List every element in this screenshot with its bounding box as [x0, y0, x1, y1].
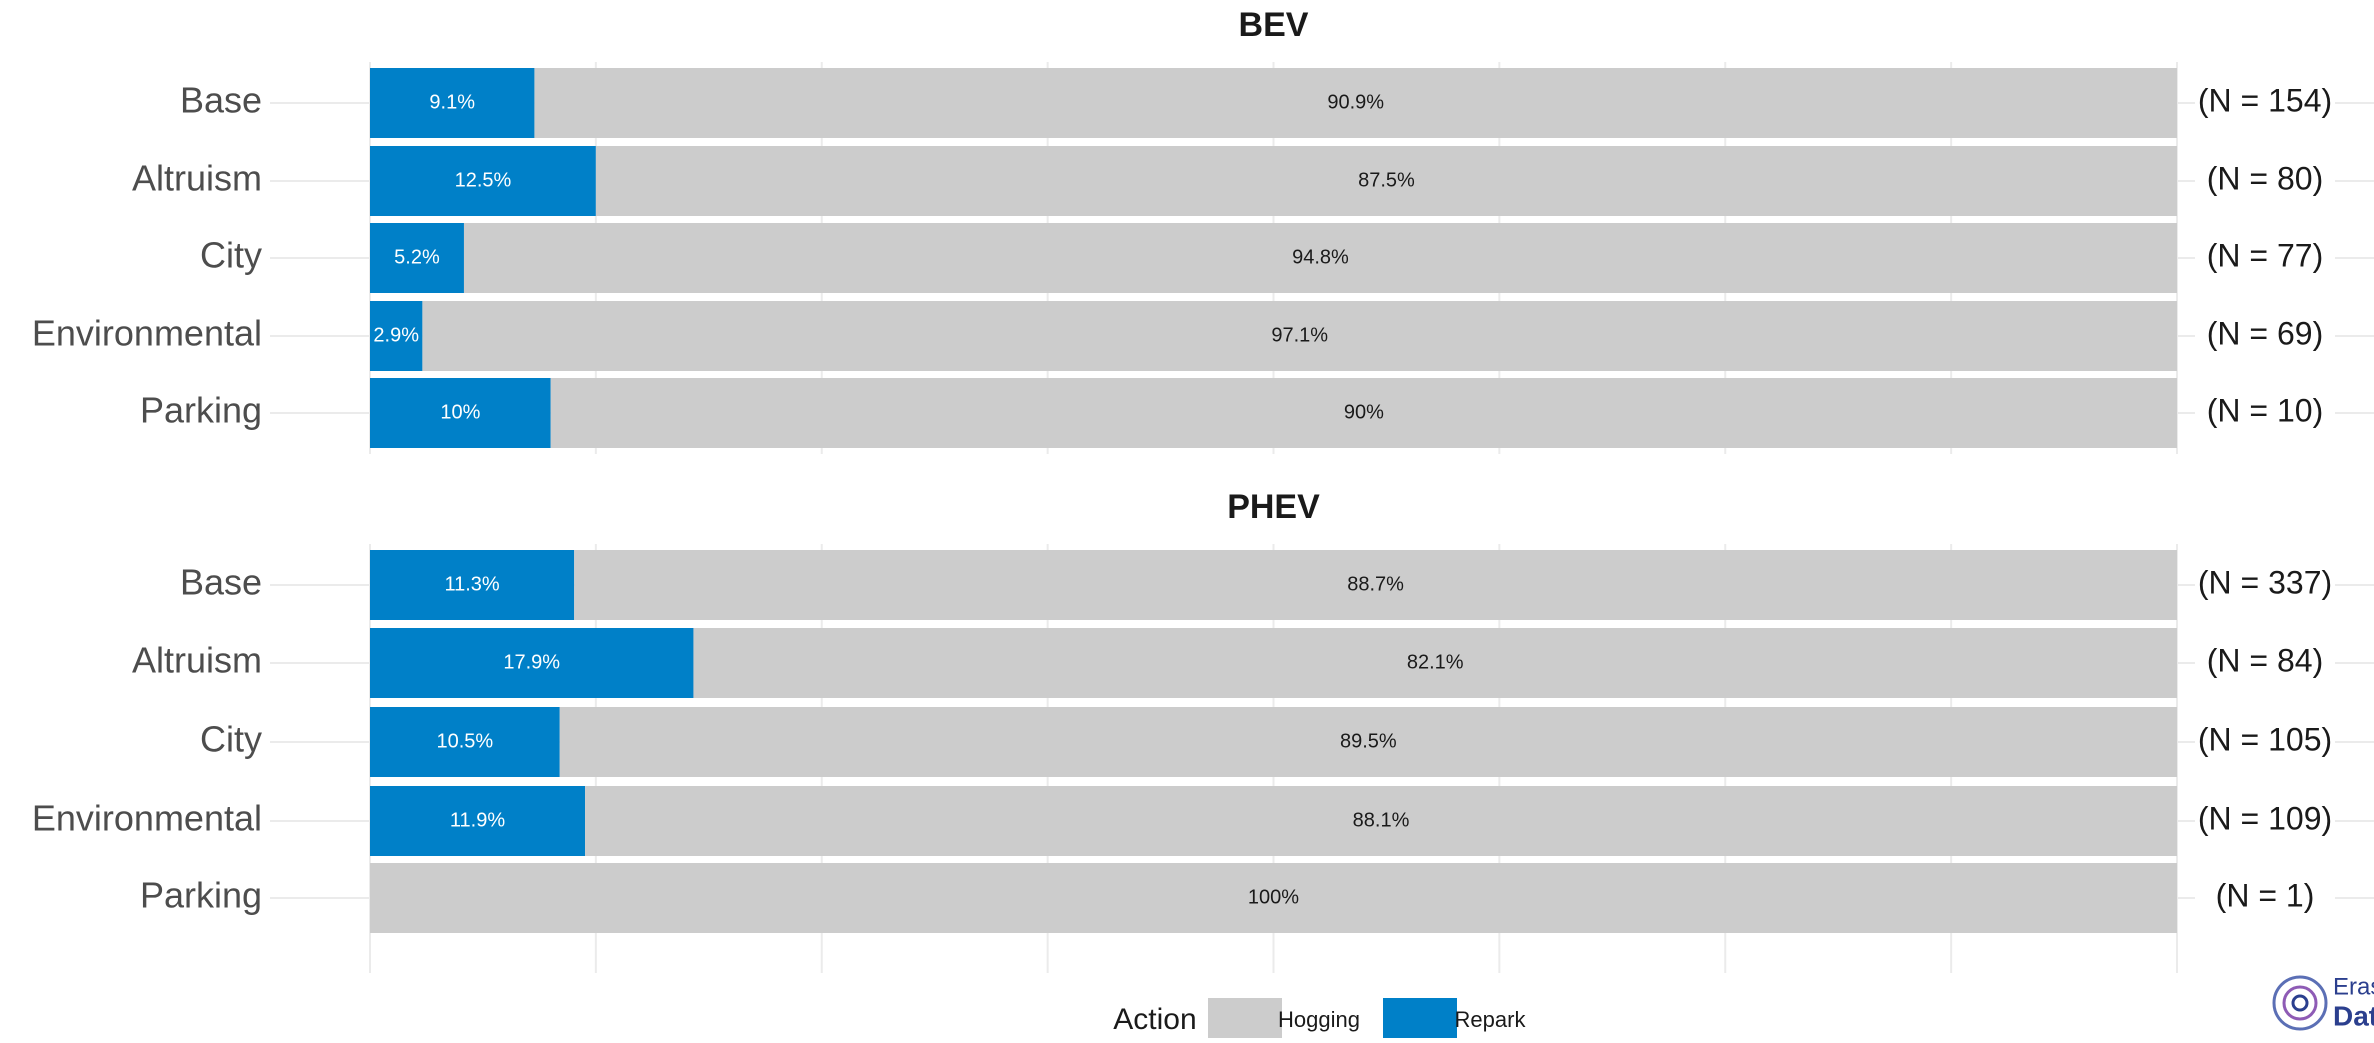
bar-segment: [693, 628, 2177, 698]
data-label: 88.1%: [1353, 809, 1410, 831]
y-tick-label: Base: [180, 80, 262, 121]
data-label: 10.5%: [437, 730, 494, 752]
bar-segment: [370, 146, 596, 216]
n-label-bg: [2195, 722, 2335, 762]
data-label: 11.3%: [444, 573, 499, 595]
facet: PHEV Base 11.3% 88.7% (N = 337) Altruism 17.9%…: [32, 488, 2374, 973]
y-tick-label: Parking: [140, 390, 262, 431]
y-tick-label: City: [200, 719, 262, 760]
n-label-bg: [2195, 316, 2335, 356]
n-label-bg: [2195, 393, 2335, 433]
data-label: 9.1%: [429, 91, 475, 113]
bar-segment: [370, 628, 694, 698]
bar-segment: [422, 301, 2177, 371]
data-label: 100%: [1248, 886, 1299, 908]
n-label: (N = 337): [2198, 564, 2332, 600]
y-tick-label: Altruism: [132, 158, 262, 199]
n-label-bg: [2195, 161, 2335, 201]
n-label-bg: [2195, 878, 2335, 918]
y-tick-label: Environmental: [32, 313, 262, 354]
data-label: 82.1%: [1407, 651, 1464, 673]
n-label-bg: [2195, 238, 2335, 278]
bar-segment: [370, 68, 535, 138]
y-tick-label: Base: [180, 562, 262, 603]
facet-title: PHEV: [1227, 488, 1320, 526]
n-label-bg: [2195, 83, 2335, 123]
n-label: (N = 105): [2198, 721, 2332, 757]
facet-title: BEV: [1239, 6, 1309, 44]
logo-text: Erasm: [2333, 973, 2374, 1000]
y-tick-label: City: [200, 235, 262, 276]
logo-ring: [2272, 975, 2328, 1031]
data-label: 2.9%: [373, 324, 419, 346]
n-label: (N = 84): [2207, 642, 2323, 678]
bar-segment: [550, 378, 2178, 448]
n-label: (N = 109): [2198, 800, 2332, 836]
bar-segment: [585, 786, 2178, 856]
n-label-bg: [2195, 801, 2335, 841]
data-label: 17.9%: [503, 651, 560, 673]
bar-segment: [370, 223, 464, 293]
n-label-bg: [2195, 643, 2335, 683]
bar-segment: [370, 378, 551, 448]
data-label: 94.8%: [1292, 246, 1349, 268]
bar-segment: [463, 223, 2177, 293]
n-label: (N = 154): [2198, 82, 2332, 118]
logo-ring: [2282, 985, 2318, 1021]
n-label-bg: [2195, 565, 2335, 605]
data-label: 87.5%: [1358, 169, 1415, 191]
bar-segment: [370, 550, 575, 620]
bar-segment: [370, 786, 586, 856]
bar-segment: [574, 550, 2178, 620]
data-label: 89.5%: [1340, 730, 1397, 752]
facet: BEV Base 9.1% 90.9% (N = 154) Altruism 12.5% 87…: [32, 6, 2374, 454]
data-label: 90%: [1344, 401, 1384, 423]
data-label: 11.9%: [450, 809, 505, 831]
n-label: (N = 80): [2207, 160, 2323, 196]
plot-area: BEV Base 9.1% 90.9% (N = 154) Altruism 12.5% 87…: [32, 6, 2374, 1043]
data-label: 90.9%: [1327, 91, 1384, 113]
legend-swatch: [1208, 998, 1282, 1043]
y-tick-label: Altruism: [132, 640, 262, 681]
data-label: 10%: [440, 401, 480, 423]
n-label: (N = 69): [2207, 315, 2323, 351]
bar-segment: [370, 707, 560, 777]
legend-swatch: [1383, 998, 1457, 1043]
legend-label: Repark: [1455, 1007, 1527, 1032]
data-label: 88.7%: [1347, 573, 1404, 595]
bar-segment: [370, 301, 423, 371]
n-label: (N = 1): [2216, 877, 2315, 913]
legend: Action Hogging Repark: [1113, 998, 1527, 1043]
logo-ring: [2291, 994, 2309, 1012]
data-label: 5.2%: [394, 246, 440, 268]
bar-segment: [559, 707, 2177, 777]
bar-segment: [595, 146, 2177, 216]
logo: Erasm Data: [2272, 973, 2374, 1031]
bar-segment: [370, 863, 2177, 933]
logo-text: Data: [2333, 1000, 2374, 1031]
n-label: (N = 10): [2207, 392, 2323, 428]
data-label: 97.1%: [1271, 324, 1328, 346]
bar-segment: [534, 68, 2177, 138]
data-label: 12.5%: [455, 169, 512, 191]
n-label: (N = 77): [2207, 237, 2323, 273]
legend-label: Hogging: [1278, 1007, 1360, 1032]
y-tick-label: Parking: [140, 875, 262, 916]
y-tick-label: Environmental: [32, 798, 262, 839]
legend-title: Action: [1113, 1003, 1196, 1036]
